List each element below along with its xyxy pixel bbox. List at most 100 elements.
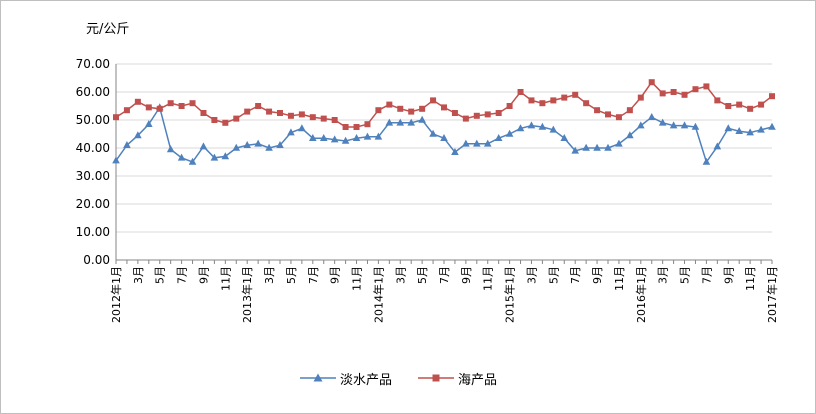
x-tick-label: 3月 <box>132 266 145 284</box>
data-point <box>211 117 218 123</box>
data-point <box>287 112 294 119</box>
y-tick-label: 70.00 <box>76 57 110 71</box>
x-tick-label: 9月 <box>197 266 210 284</box>
data-point <box>352 134 361 141</box>
y-tick-label: 50.00 <box>76 113 110 127</box>
data-point <box>364 121 371 128</box>
data-point <box>319 134 328 141</box>
data-point <box>232 143 241 151</box>
data-point <box>178 103 185 109</box>
x-tick-label: 2014年1月 <box>371 266 385 323</box>
legend-triangle-icon <box>300 373 336 382</box>
data-point <box>309 114 316 121</box>
data-point <box>637 121 645 129</box>
data-point <box>167 100 174 107</box>
x-tick-label: 2013年1月 <box>240 266 254 323</box>
data-point <box>342 124 349 130</box>
data-point <box>571 146 579 154</box>
data-point <box>177 153 186 161</box>
data-point <box>134 131 142 139</box>
data-point <box>713 142 722 150</box>
data-point <box>123 107 130 114</box>
x-tick-label: 11月 <box>351 266 364 291</box>
x-tick-label: 2015年1月 <box>503 266 517 323</box>
data-point <box>374 132 383 140</box>
data-point <box>243 141 251 148</box>
data-point <box>418 115 426 123</box>
data-point <box>736 101 743 108</box>
data-point <box>189 100 196 107</box>
x-tick-label: 7月 <box>176 266 189 284</box>
data-point <box>484 111 491 118</box>
data-point <box>725 103 732 109</box>
x-tick-label: 9月 <box>329 266 342 284</box>
data-point <box>200 110 207 116</box>
data-point <box>166 145 175 153</box>
data-point <box>593 143 601 151</box>
data-point <box>680 121 689 129</box>
data-point <box>714 97 721 104</box>
data-point <box>430 97 437 104</box>
data-point <box>210 153 219 161</box>
data-point <box>549 125 558 133</box>
data-point <box>659 90 666 97</box>
data-point <box>145 104 152 111</box>
data-point <box>353 124 360 130</box>
data-point <box>221 152 230 160</box>
y-tick-labels: 0.00 10.00 20.00 30.00 40.00 50.00 60.00 70.00 <box>76 57 110 267</box>
data-point <box>561 94 568 101</box>
x-tick-label: 7月 <box>569 266 582 284</box>
data-point <box>691 122 700 130</box>
data-point <box>199 142 208 150</box>
legend-item-seafood: 海产品 <box>418 369 497 388</box>
data-point <box>539 100 546 107</box>
series-freshwater <box>112 103 776 165</box>
x-tick-label: 7月 <box>307 266 320 284</box>
legend-square-icon <box>418 374 455 382</box>
y-tick-label: 10.00 <box>76 225 110 239</box>
data-point <box>429 129 437 137</box>
data-point <box>626 107 633 114</box>
data-point <box>386 101 393 108</box>
data-point <box>298 124 306 132</box>
data-point <box>298 111 305 118</box>
data-point <box>604 143 612 151</box>
data-point <box>538 122 547 130</box>
data-point <box>244 108 251 115</box>
x-tick-label: 5月 <box>285 266 298 284</box>
y-tick-label: 30.00 <box>76 169 110 183</box>
legend-label-seafood: 海产品 <box>458 372 498 388</box>
x-tick-label: 5月 <box>416 266 429 284</box>
x-tick-label: 11月 <box>613 266 626 291</box>
data-point <box>494 134 503 141</box>
data-point <box>758 101 765 108</box>
x-tick-label: 2016年1月 <box>634 266 648 323</box>
data-point <box>483 139 492 147</box>
data-point <box>441 104 447 111</box>
data-point <box>516 124 525 132</box>
data-point <box>113 114 119 121</box>
data-point <box>419 105 426 112</box>
data-point <box>582 143 590 151</box>
data-point <box>440 134 448 141</box>
data-point <box>605 111 611 118</box>
x-tick-label: 9月 <box>591 266 604 284</box>
data-point <box>320 115 327 122</box>
data-point <box>594 107 601 114</box>
x-tick-label: 5月 <box>154 266 167 284</box>
data-point <box>648 79 655 86</box>
x-tick-label: 3月 <box>657 266 670 284</box>
x-tick-label: 11月 <box>219 266 232 291</box>
x-tick-label: 5月 <box>547 266 560 284</box>
data-point <box>254 139 262 147</box>
data-point <box>287 128 295 136</box>
data-point <box>615 139 623 147</box>
x-tick-label: 2012年1月 <box>109 266 123 323</box>
x-tick-labels: 2012年1月 3月 5月 7月 9月 11月 2013年1月 3月 5月 7月 9月 11月 2014… <box>109 266 779 323</box>
x-tick-label: 11月 <box>482 266 495 291</box>
data-point <box>462 115 469 122</box>
data-point <box>363 132 372 140</box>
legend-label-freshwater: 淡水产品 <box>340 372 393 388</box>
data-point <box>505 129 514 137</box>
